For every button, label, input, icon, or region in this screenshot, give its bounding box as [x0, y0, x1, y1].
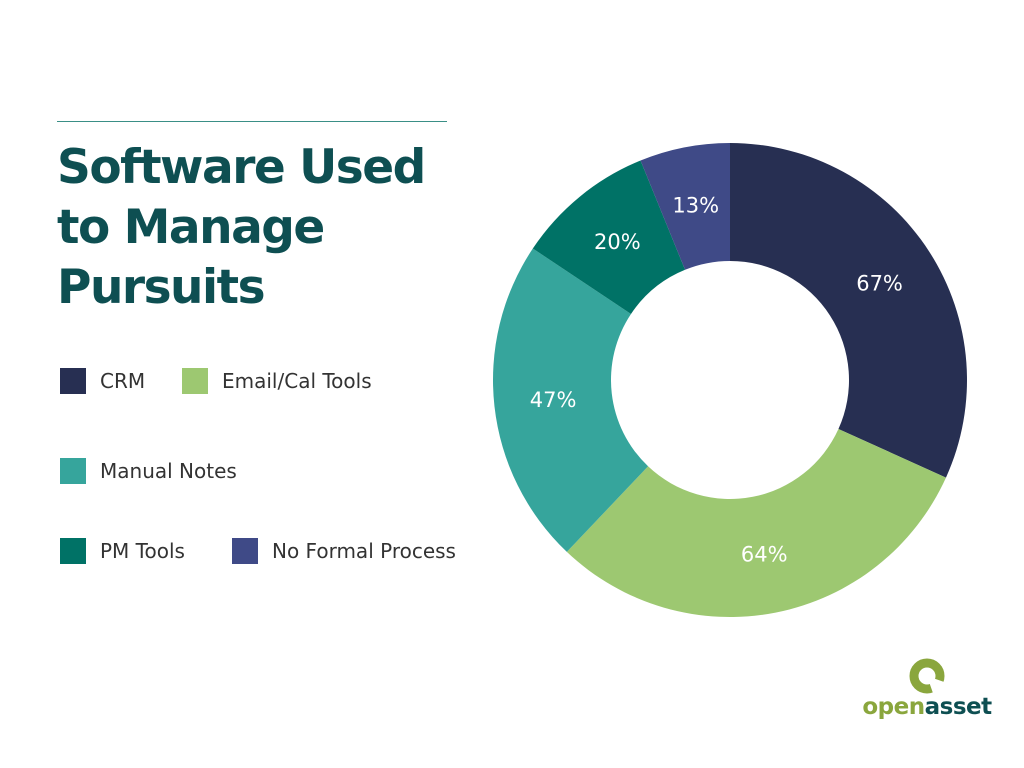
legend-label: PM Tools	[100, 539, 185, 563]
logo-text-open: open	[862, 694, 925, 720]
legend-label: Manual Notes	[100, 459, 237, 483]
legend-label: No Formal Process	[272, 539, 456, 563]
donut-slice-pm-tools	[532, 160, 686, 314]
title-divider	[57, 121, 447, 122]
slice-data-label: 47%	[530, 388, 577, 412]
donut-slice-email-cal-tools	[566, 428, 946, 617]
chart-title-line: Software Used	[57, 140, 426, 195]
legend-label: Email/Cal Tools	[222, 369, 372, 393]
donut-slice-manual-notes	[493, 248, 649, 552]
slice-data-label: 20%	[594, 230, 641, 254]
legend-swatch	[232, 538, 258, 564]
legend-item-crm: CRM	[60, 367, 145, 395]
donut-slice-crm	[730, 143, 967, 478]
ring-icon	[909, 658, 947, 696]
legend-item-manual-notes: Manual Notes	[60, 457, 237, 485]
slice-data-label: 13%	[672, 193, 719, 217]
legend-item-email-cal-tools: Email/Cal Tools	[182, 367, 372, 395]
legend-swatch	[182, 368, 208, 394]
legend-swatch	[60, 538, 86, 564]
donut-labels: 67% 64% 47% 20% 13%	[530, 193, 903, 566]
slice-data-label: 64%	[741, 543, 788, 567]
donut-slice-no-formal-process	[640, 143, 730, 270]
chart-title-line: to Manage	[57, 200, 325, 255]
slice-data-label: 67%	[856, 271, 903, 295]
donut-chart: 67% 64% 47% 20% 13%	[493, 143, 967, 617]
legend-item-no-formal-process: No Formal Process	[232, 537, 456, 565]
donut-slices	[493, 143, 967, 617]
openasset-logo: openasset	[860, 652, 994, 732]
chart-title-line: Pursuits	[57, 260, 266, 315]
logo-wordmark: openasset	[860, 694, 994, 720]
logo-text-asset: asset	[924, 694, 993, 720]
legend-swatch	[60, 458, 86, 484]
chart-title: Software Used to Manage Pursuits	[57, 138, 477, 318]
legend-label: CRM	[100, 369, 146, 393]
legend-item-pm-tools: PM Tools	[60, 537, 185, 565]
legend-swatch	[60, 368, 86, 394]
